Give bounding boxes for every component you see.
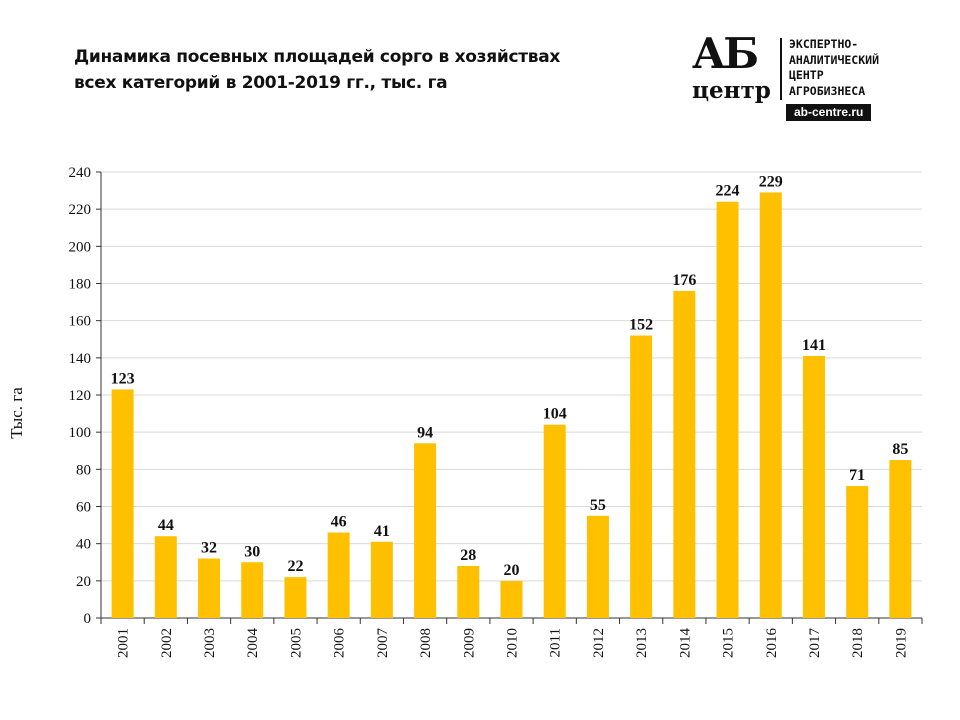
- x-tick-label: 2004: [245, 628, 261, 659]
- bar-2016: [759, 192, 782, 619]
- data-label: 32: [201, 540, 217, 557]
- bar-2018: [846, 486, 869, 618]
- ab-centre-logo: АБ центр ЭКСПЕРТНО- АНАЛИТИЧЕСКИЙ ЦЕНТР …: [690, 29, 935, 122]
- x-tick-label: 2011: [548, 628, 564, 657]
- bar-2005: [284, 577, 307, 618]
- logo-mark: АБ: [692, 29, 759, 78]
- y-tick-label: 20: [76, 574, 91, 590]
- bar-2001: [111, 389, 134, 618]
- data-label: 141: [802, 337, 826, 354]
- data-label: 123: [111, 370, 135, 387]
- x-tick-label: 2014: [677, 628, 693, 659]
- logo-url: ab-centre.ru: [786, 104, 872, 121]
- y-tick-label: 80: [76, 462, 91, 478]
- bar-2006: [327, 532, 350, 618]
- x-tick-label: 2008: [418, 628, 434, 658]
- data-label: 55: [590, 497, 606, 514]
- x-tick-label: 2006: [332, 628, 348, 659]
- chart-title: Динамика посевных площадей сорго в хозяй…: [74, 44, 560, 96]
- data-label: 41: [374, 523, 390, 540]
- data-label: 85: [892, 441, 908, 458]
- y-tick-label: 180: [69, 277, 92, 293]
- y-tick-label: 100: [69, 425, 92, 441]
- x-tick-label: 2007: [375, 628, 391, 659]
- x-tick-label: 2015: [721, 628, 737, 658]
- x-tick-label: 2002: [159, 628, 175, 658]
- data-label: 94: [417, 424, 433, 441]
- bar-2017: [802, 355, 825, 618]
- logo-name-line: АГРОБИЗНЕСА: [789, 83, 866, 98]
- bar-2009: [457, 565, 480, 618]
- bar-2002: [154, 536, 177, 618]
- x-tick-label: 2012: [591, 628, 607, 658]
- bar-2019: [889, 460, 912, 618]
- x-tick-label: 2010: [505, 628, 521, 658]
- y-axis-label: Тыс. га: [7, 387, 26, 439]
- data-label: 46: [331, 514, 347, 531]
- logo-sub: центр: [692, 77, 771, 104]
- logo-divider: [780, 38, 782, 100]
- y-tick-label: 60: [76, 500, 91, 516]
- x-tick-label: 2018: [850, 628, 866, 658]
- data-label: 152: [629, 317, 653, 334]
- data-label: 28: [460, 547, 476, 564]
- data-label: 30: [244, 543, 260, 560]
- y-tick-label: 200: [69, 239, 92, 255]
- logo-name-line: ЭКСПЕРТНО-: [789, 37, 859, 51]
- bar-2013: [630, 335, 653, 618]
- x-tick-label: 2009: [461, 628, 477, 658]
- x-tick-label: 2016: [764, 628, 780, 659]
- bar-2011: [543, 424, 566, 618]
- y-tick-label: 220: [69, 202, 92, 218]
- data-label: 229: [759, 173, 783, 190]
- bar-2007: [370, 541, 393, 618]
- bar-2004: [241, 562, 264, 618]
- y-tick-label: 40: [76, 537, 91, 553]
- data-label: 104: [543, 406, 567, 423]
- logo-name: ЭКСПЕРТНО- АНАЛИТИЧЕСКИЙ ЦЕНТР АГРОБИЗНЕ…: [789, 37, 879, 99]
- y-tick-label: 0: [84, 611, 92, 627]
- data-label: 22: [287, 558, 303, 575]
- bar-2012: [586, 515, 609, 618]
- data-label: 44: [158, 517, 174, 534]
- x-tick-label: 2019: [893, 628, 909, 658]
- data-label: 176: [672, 272, 696, 289]
- x-tick-label: 2003: [202, 628, 218, 658]
- logo-name-line: ЦЕНТР: [789, 68, 824, 82]
- bar-2014: [673, 290, 696, 618]
- x-tick-label: 2013: [634, 628, 650, 658]
- logo-name-line: АНАЛИТИЧЕСКИЙ: [789, 52, 880, 67]
- bar-2015: [716, 201, 739, 618]
- y-tick-label: 240: [69, 165, 92, 181]
- title-line-1: Динамика посевных площадей сорго в хозяй…: [74, 47, 561, 67]
- data-label: 224: [716, 183, 740, 200]
- x-tick-label: 2017: [807, 628, 823, 659]
- bar-2008: [414, 443, 437, 618]
- y-tick-label: 120: [69, 388, 92, 404]
- data-label: 71: [849, 467, 865, 484]
- data-label: 20: [504, 562, 520, 579]
- x-tick-label: 2005: [288, 628, 304, 658]
- bar-2003: [198, 558, 221, 618]
- y-tick-label: 160: [69, 314, 92, 330]
- bar-2010: [500, 580, 523, 618]
- x-tick-label: 2001: [116, 628, 132, 658]
- title-line-2: всех категорий в 2001-2019 гг., тыс. га: [74, 73, 448, 93]
- y-tick-label: 140: [69, 351, 92, 367]
